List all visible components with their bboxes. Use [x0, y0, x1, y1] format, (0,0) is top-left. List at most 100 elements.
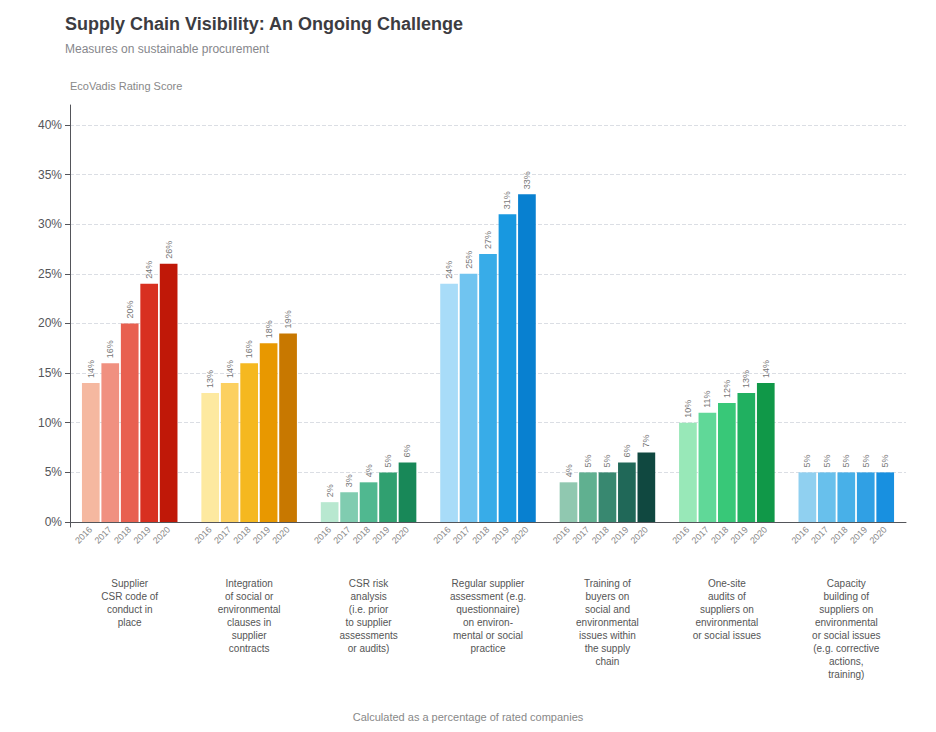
- svg-text:5%: 5%: [45, 465, 63, 479]
- svg-text:24%: 24%: [144, 261, 154, 279]
- svg-text:or audits): or audits): [348, 643, 390, 654]
- svg-text:27%: 27%: [483, 231, 493, 249]
- svg-text:to supplier: to supplier: [346, 617, 393, 628]
- svg-text:environmental: environmental: [576, 617, 639, 628]
- svg-text:2016: 2016: [431, 524, 452, 545]
- svg-text:14%: 14%: [86, 360, 96, 378]
- svg-text:assessment (e.g.: assessment (e.g.: [450, 591, 526, 602]
- svg-text:Training of: Training of: [584, 578, 631, 589]
- svg-text:2018: 2018: [470, 524, 491, 545]
- svg-text:place: place: [118, 617, 142, 628]
- svg-text:2017: 2017: [570, 524, 591, 545]
- svg-text:on environ-: on environ-: [463, 617, 513, 628]
- svg-text:2019: 2019: [251, 524, 272, 545]
- svg-text:2016: 2016: [790, 524, 811, 545]
- svg-text:actions,: actions,: [829, 656, 863, 667]
- svg-text:2017: 2017: [331, 524, 352, 545]
- svg-text:5%: 5%: [841, 454, 851, 467]
- svg-text:2019: 2019: [490, 524, 511, 545]
- svg-text:suppliers on: suppliers on: [700, 604, 754, 615]
- svg-text:supplier: supplier: [232, 630, 268, 641]
- svg-text:10%: 10%: [38, 416, 62, 430]
- svg-text:(e.g. corrective: (e.g. corrective: [813, 643, 880, 654]
- svg-text:training): training): [828, 669, 864, 680]
- svg-text:5%: 5%: [583, 454, 593, 467]
- svg-text:mental or social: mental or social: [453, 630, 523, 641]
- svg-text:suppliers on: suppliers on: [819, 604, 873, 615]
- svg-text:5%: 5%: [861, 454, 871, 467]
- svg-text:2020: 2020: [390, 524, 411, 545]
- svg-text:26%: 26%: [164, 241, 174, 259]
- svg-text:4%: 4%: [364, 464, 374, 477]
- svg-text:16%: 16%: [244, 340, 254, 358]
- svg-text:13%: 13%: [205, 370, 215, 388]
- svg-text:0%: 0%: [45, 515, 63, 529]
- svg-text:5%: 5%: [822, 454, 832, 467]
- svg-text:2019: 2019: [848, 524, 869, 545]
- svg-text:2016: 2016: [670, 524, 691, 545]
- svg-text:assessments: assessments: [339, 630, 397, 641]
- svg-text:2019: 2019: [609, 524, 630, 545]
- svg-text:Calculated as a percentage of: Calculated as a percentage of rated comp…: [353, 711, 584, 723]
- svg-text:33%: 33%: [522, 171, 532, 189]
- svg-text:5%: 5%: [602, 454, 612, 467]
- svg-text:environmental: environmental: [815, 617, 878, 628]
- svg-text:14%: 14%: [225, 360, 235, 378]
- svg-text:of social or: of social or: [225, 591, 274, 602]
- svg-text:2018: 2018: [709, 524, 730, 545]
- svg-text:2019: 2019: [370, 524, 391, 545]
- svg-text:2020: 2020: [748, 524, 769, 545]
- svg-text:25%: 25%: [464, 251, 474, 269]
- svg-text:3%: 3%: [344, 474, 354, 487]
- svg-text:5%: 5%: [880, 454, 890, 467]
- svg-text:Regular supplier: Regular supplier: [452, 578, 525, 589]
- svg-text:audits of: audits of: [708, 591, 746, 602]
- svg-text:issues within: issues within: [579, 630, 636, 641]
- svg-text:building of: building of: [823, 591, 869, 602]
- svg-text:2018: 2018: [231, 524, 252, 545]
- svg-text:5%: 5%: [802, 454, 812, 467]
- svg-text:Supplier: Supplier: [111, 578, 148, 589]
- svg-text:2016: 2016: [193, 524, 214, 545]
- svg-text:Measures on sustainable procur: Measures on sustainable procurement: [65, 42, 270, 56]
- svg-text:35%: 35%: [38, 168, 62, 182]
- svg-text:2%: 2%: [325, 484, 335, 497]
- svg-text:19%: 19%: [283, 310, 293, 328]
- svg-text:Capacity: Capacity: [827, 578, 866, 589]
- svg-text:2018: 2018: [829, 524, 850, 545]
- svg-text:2016: 2016: [73, 524, 94, 545]
- svg-text:2016: 2016: [551, 524, 572, 545]
- svg-text:2019: 2019: [131, 524, 152, 545]
- svg-text:CSR risk: CSR risk: [349, 578, 389, 589]
- svg-text:analysis: analysis: [351, 591, 387, 602]
- svg-text:Supply Chain Visibility: An On: Supply Chain Visibility: An Ongoing Chal…: [65, 14, 463, 34]
- svg-text:2020: 2020: [509, 524, 530, 545]
- svg-text:or social issues: or social issues: [693, 630, 761, 641]
- svg-text:20%: 20%: [125, 300, 135, 318]
- svg-text:14%: 14%: [761, 360, 771, 378]
- svg-text:EcoVadis Rating Score: EcoVadis Rating Score: [70, 80, 182, 92]
- svg-text:2020: 2020: [270, 524, 291, 545]
- svg-text:chain: chain: [595, 656, 619, 667]
- svg-text:24%: 24%: [444, 261, 454, 279]
- svg-text:25%: 25%: [38, 267, 62, 281]
- svg-text:clauses in: clauses in: [227, 617, 271, 628]
- svg-text:13%: 13%: [741, 370, 751, 388]
- svg-text:31%: 31%: [502, 191, 512, 209]
- svg-text:buyers on: buyers on: [585, 591, 629, 602]
- svg-text:2017: 2017: [93, 524, 114, 545]
- svg-text:2018: 2018: [112, 524, 133, 545]
- svg-text:4%: 4%: [564, 464, 574, 477]
- svg-text:20%: 20%: [38, 316, 62, 330]
- svg-text:environmental: environmental: [218, 604, 281, 615]
- svg-text:social and: social and: [585, 604, 630, 615]
- svg-text:2016: 2016: [312, 524, 333, 545]
- svg-text:or social issues: or social issues: [812, 630, 880, 641]
- svg-text:conduct in: conduct in: [107, 604, 153, 615]
- svg-text:contracts: contracts: [229, 643, 270, 654]
- svg-text:(i.e. prior: (i.e. prior: [349, 604, 389, 615]
- svg-text:One-site: One-site: [708, 578, 746, 589]
- svg-text:environmental: environmental: [695, 617, 758, 628]
- svg-text:2020: 2020: [868, 524, 889, 545]
- svg-text:18%: 18%: [264, 320, 274, 338]
